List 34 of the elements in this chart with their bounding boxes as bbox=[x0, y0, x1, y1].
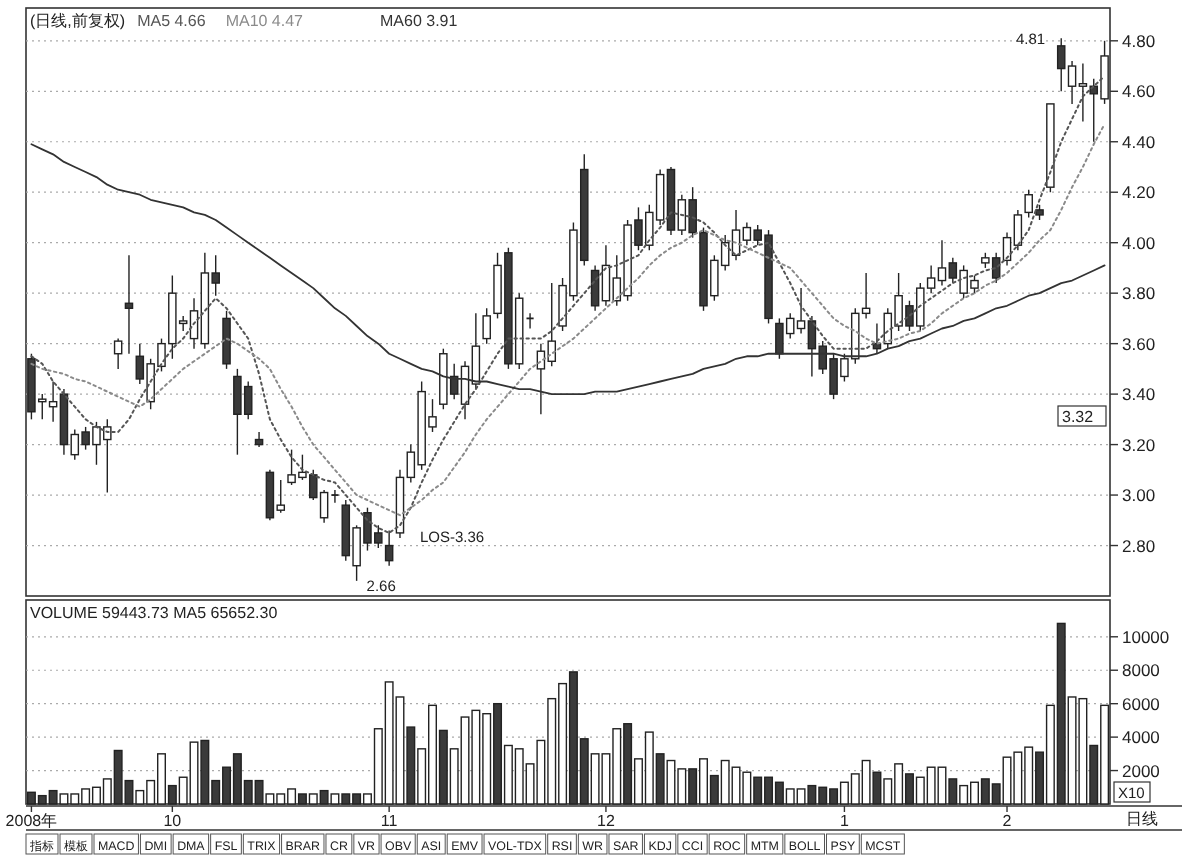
text: MA60 3.91 bbox=[380, 12, 459, 30]
chart-title: VOLUME 59443.73 MA5 65652.30 bbox=[30, 604, 279, 622]
x-tick-label: 1 bbox=[839, 812, 850, 830]
x-tick-label: 11 bbox=[380, 812, 399, 830]
y-tick-label: 4.00 bbox=[1122, 232, 1156, 253]
y-tick-label: 4000 bbox=[1122, 727, 1161, 748]
text: MA10 4.47 bbox=[225, 12, 305, 30]
y-tick-label: 3.20 bbox=[1122, 434, 1156, 455]
y-tick-label: 4.40 bbox=[1122, 131, 1156, 152]
annotation: 3.32 bbox=[1062, 408, 1095, 426]
text: 日线 bbox=[1126, 810, 1158, 828]
y-tick-label: 8000 bbox=[1122, 660, 1161, 681]
y-tick-label: 3.40 bbox=[1122, 384, 1156, 405]
x-tick-label: 12 bbox=[597, 812, 616, 830]
y-tick-label: 3.60 bbox=[1122, 333, 1156, 354]
y-tick-label: 6000 bbox=[1122, 693, 1161, 714]
candlestick bbox=[222, 310, 231, 370]
y-tick-label: 2.80 bbox=[1122, 535, 1156, 556]
x-tick-label: 2 bbox=[1002, 812, 1013, 830]
y-tick-label: 4.20 bbox=[1122, 182, 1156, 203]
y-tick-label: 4.80 bbox=[1122, 30, 1156, 51]
candlestick bbox=[113, 337, 123, 370]
candlestick bbox=[384, 529, 394, 567]
x-tick-label: 2008年 bbox=[5, 812, 58, 830]
x-tick-label: 10 bbox=[163, 812, 183, 830]
chart-title: (日线,前复权) bbox=[30, 12, 126, 30]
y-tick-label: 3.80 bbox=[1122, 283, 1156, 304]
y-tick-label: 10000 bbox=[1122, 626, 1170, 647]
y-tick-label: 3.00 bbox=[1122, 485, 1156, 506]
y-tick-label: 2000 bbox=[1122, 760, 1161, 781]
candlestick bbox=[482, 307, 491, 345]
text: MA5 4.66 bbox=[137, 12, 207, 30]
y-tick-label: 4.60 bbox=[1122, 81, 1156, 102]
candlestick bbox=[124, 254, 134, 355]
